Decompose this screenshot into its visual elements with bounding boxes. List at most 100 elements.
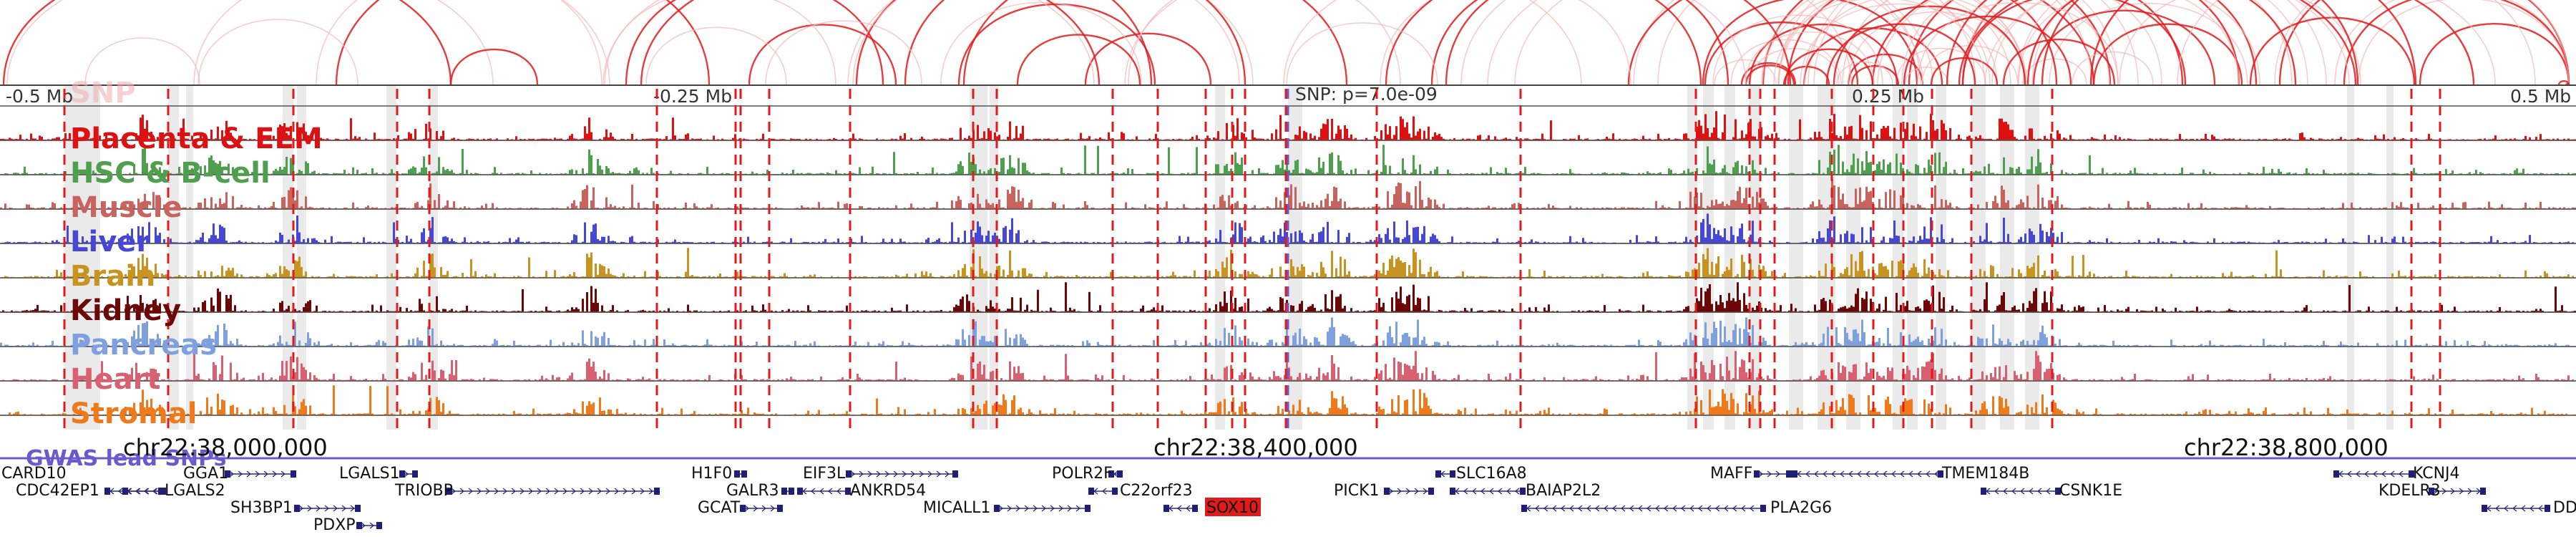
gene-label: TMEM184B [1941,465,2029,483]
strand-arrow [836,488,841,495]
strand-arrow [545,488,551,495]
strand-arrow [1611,505,1617,512]
interaction-arc [2419,23,2570,86]
strand-arrow [1925,470,1931,478]
exon [1786,470,1792,478]
gene-label: SH3BP1 [230,499,293,517]
strand-arrow [1423,488,1428,495]
gene-label: GALR3 [726,482,779,500]
strand-arrow [1543,505,1548,512]
interaction-arc [940,1,1142,86]
strand-arrow [144,488,150,495]
strand-arrow [1908,470,1913,478]
strand-arrow [502,488,508,495]
highlighted-gene-box [1205,498,1261,516]
interaction-arc [197,19,358,86]
interaction-arc [2,0,452,86]
strand-arrow [2512,505,2517,512]
coordinate-label: chr22:38,400,000 [1153,434,1358,461]
interaction-arc [1908,0,2184,86]
exon [1792,470,1797,478]
strand-arrow [1646,505,1652,512]
strand-arrow [1882,470,1888,478]
exon [291,470,296,478]
interaction-arc [1901,0,2162,86]
strand-arrow [537,488,542,495]
strand-arrow [1689,505,1694,512]
strand-arrow [1603,505,1609,512]
strand-arrow [2398,470,2404,478]
exon [781,488,787,495]
strand-arrow [1534,505,1540,512]
interaction-arc [2002,39,2116,86]
exon [994,505,1000,512]
interaction-arc [625,0,884,86]
gene-label: LGALS2 [165,482,225,500]
interaction-arc [2031,0,2327,86]
strand-arrow [451,488,457,495]
strand-arrow [876,470,882,478]
interaction-arc [335,0,711,86]
strand-arrow [945,470,950,478]
gene-label: PICK1 [1334,482,1380,500]
exon [741,470,747,478]
overlay-track-label: SNP [70,77,136,110]
exon [356,522,362,529]
interaction-arc [1778,0,2011,86]
exon [1085,505,1091,512]
track-label-muscle: Muscle [70,191,182,224]
strand-arrow [1856,470,1862,478]
gene-label: CSNK1E [2059,482,2122,500]
strand-arrow [1594,505,1600,512]
exon [1384,488,1390,495]
strand-arrow [936,470,942,478]
strand-arrow [770,505,776,512]
strand-arrow [1058,505,1064,512]
interaction-arc [2343,0,2570,86]
coordinate-label: chr22:38,800,000 [2184,434,2389,461]
strand-arrow [1176,505,1182,512]
strand-arrow [494,488,499,495]
exon [1760,505,1766,512]
gene-label: TRIOBP [394,482,453,500]
strand-arrow [1463,488,1468,495]
strand-arrow [1994,488,1999,495]
interaction-arc [1958,0,2475,86]
strand-arrow [1672,505,1677,512]
interaction-arc [2089,0,2417,86]
strand-arrow [1758,470,1764,478]
strand-arrow [1405,488,1411,495]
interaction-arc [193,0,610,86]
exon [1112,488,1118,495]
strand-arrow [1388,488,1394,495]
interaction-arc [2018,0,2260,86]
exon [412,470,418,478]
strand-arrow [324,505,330,512]
interaction-arc [1430,0,1702,86]
interaction-arc [1762,0,2112,86]
peak-highlight-column [1789,86,1803,430]
strand-arrow [255,470,260,478]
interaction-arc [1380,0,1631,86]
gene-label: SOX10 [1206,499,1259,517]
gene-label: KDELR3 [2379,482,2441,500]
strand-arrow [1007,505,1013,512]
exon [777,505,783,512]
strand-arrow [1663,505,1669,512]
genomic-coordinates: chr22:38,000,000 chr22:38,400,000 chr22:… [123,434,2389,461]
strand-arrow [1514,488,1520,495]
strand-arrow [1654,505,1660,512]
gene-label: BAIAP2L2 [1526,482,1601,500]
interaction-arc [1487,0,1923,86]
strand-arrow [511,488,517,495]
strand-arrow [927,470,933,478]
exon [1088,488,1094,495]
interaction-arc [1748,24,1898,86]
exon [2409,470,2414,478]
interaction-arc [962,0,1348,86]
interaction-arc [1514,0,1933,86]
strand-arrow [2045,488,2051,495]
interaction-arc [6,0,494,86]
strand-arrow [2019,488,2025,495]
gene-label: ANKRD54 [850,482,926,500]
